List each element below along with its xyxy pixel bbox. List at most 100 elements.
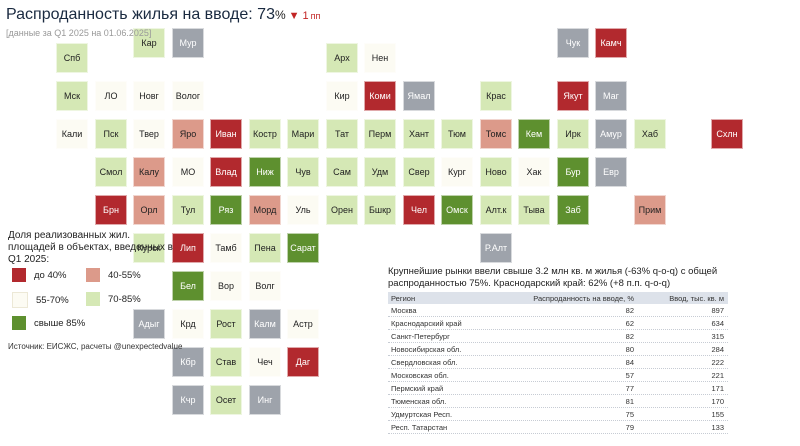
top-markets-table: Регион Распроданность на вводе, % Ввод, …	[388, 292, 728, 434]
cell-commissioned: 315	[711, 331, 724, 341]
region-tile: Калм	[249, 309, 281, 339]
cell-commissioned: 222	[711, 357, 724, 367]
region-tile: Иван	[210, 119, 242, 149]
region-tile: Амур	[595, 119, 627, 149]
region-tile: Бел	[172, 271, 204, 301]
cell-region: Удмуртская Респ.	[391, 409, 453, 419]
table-row: Краснодарский край 62 634	[388, 317, 728, 330]
region-tile: Кчр	[172, 385, 204, 415]
title-delta: 1	[302, 10, 309, 22]
cell-sold-share: 75	[625, 409, 634, 419]
table-row: Новосибирская обл. 80 284	[388, 343, 728, 356]
legend-swatch	[12, 268, 26, 282]
region-tile: Адыг	[133, 309, 165, 339]
cell-sold-share: 82	[625, 305, 634, 315]
region-tile: Кем	[518, 119, 550, 149]
cell-sold-share: 81	[625, 396, 634, 406]
table-row: Удмуртская Респ. 75 155	[388, 408, 728, 421]
region-tile: Кбр	[172, 347, 204, 377]
region-tile: Чук	[557, 28, 589, 58]
region-tile: ЛО	[95, 81, 127, 111]
cell-commissioned: 634	[711, 318, 724, 328]
region-tile: Омск	[441, 195, 473, 225]
region-tile: Схлн	[711, 119, 743, 149]
region-tile: Кург	[441, 157, 473, 187]
region-tile: МО	[172, 157, 204, 187]
region-tile: Волг	[249, 271, 281, 301]
region-tile: Бур	[557, 157, 589, 187]
region-tile: Бшкр	[364, 195, 396, 225]
table-row: Тюменская обл. 81 170	[388, 395, 728, 408]
legend-label: 40-55%	[108, 269, 141, 281]
chart-subtitle: [данные за Q1 2025 на 01.06.2025]	[6, 28, 152, 38]
region-tile: Пена	[249, 233, 281, 263]
legend-item: свыше 85%	[12, 316, 85, 330]
legend-swatch	[12, 316, 26, 330]
cell-commissioned: 170	[711, 396, 724, 406]
cell-sold-share: 82	[625, 331, 634, 341]
cell-commissioned: 221	[711, 370, 724, 380]
legend-label: 70-85%	[108, 293, 141, 305]
region-tile: Тул	[172, 195, 204, 225]
region-tile: Кир	[326, 81, 358, 111]
legend-item: 70-85%	[86, 292, 141, 306]
cell-sold-share: 84	[625, 357, 634, 367]
region-tile: Даг	[287, 347, 319, 377]
region-tile: Якут	[557, 81, 589, 111]
region-tile: Ирк	[557, 119, 589, 149]
table-header: Регион Распроданность на вводе, % Ввод, …	[388, 292, 728, 304]
region-tile: Морд	[249, 195, 281, 225]
header-region: Регион	[391, 293, 416, 303]
cell-sold-share: 62	[625, 318, 634, 328]
region-tile: Влад	[210, 157, 242, 187]
region-tile: Инг	[249, 385, 281, 415]
header-sold-share: Распроданность на вводе, %	[533, 293, 634, 303]
title-text: Распроданность жилья на вводе:	[6, 6, 253, 23]
region-tile: Ново	[480, 157, 512, 187]
table-row: Респ. Татарстан 79 133	[388, 421, 728, 434]
table-caption: Крупнейшие рынки ввели свыше 3.2 млн кв.…	[388, 266, 718, 289]
region-tile: Вор	[210, 271, 242, 301]
region-tile: Чеч	[249, 347, 281, 377]
legend-item: 55-70%	[12, 292, 69, 308]
cell-region: Свердловская обл.	[391, 357, 458, 367]
region-tile: Костр	[249, 119, 281, 149]
legend-label: 55-70%	[36, 294, 69, 306]
region-tile: Калу	[133, 157, 165, 187]
region-tile: Курск	[133, 233, 165, 263]
region-tile: Тат	[326, 119, 358, 149]
cell-sold-share: 77	[625, 383, 634, 393]
region-tile: Тюм	[441, 119, 473, 149]
region-tile: Крас	[480, 81, 512, 111]
region-tile: Спб	[56, 43, 88, 73]
legend-item: до 40%	[12, 268, 66, 282]
region-tile: Крд	[172, 309, 204, 339]
table-row: Пермский край 77 171	[388, 382, 728, 395]
table-body: Москва 82 897 Краснодарский край 62 634 Санкт-…	[388, 304, 728, 434]
region-tile: Прим	[634, 195, 666, 225]
region-tile: Орл	[133, 195, 165, 225]
title-value: 73	[257, 6, 275, 23]
region-tile: Мур	[172, 28, 204, 58]
cell-sold-share: 80	[625, 344, 634, 354]
cell-region: Новосибирская обл.	[391, 344, 462, 354]
cell-region: Москва	[391, 305, 417, 315]
region-tile: Хант	[403, 119, 435, 149]
region-tile: Евр	[595, 157, 627, 187]
table-row: Свердловская обл. 84 222	[388, 356, 728, 369]
cell-sold-share: 57	[625, 370, 634, 380]
region-tile: Свер	[403, 157, 435, 187]
region-tile: Чел	[403, 195, 435, 225]
cell-sold-share: 79	[625, 422, 634, 432]
legend-title: Доля реализованных жил. площадей в объек…	[8, 230, 173, 265]
cell-commissioned: 171	[711, 383, 724, 393]
cell-region: Московская обл.	[391, 370, 449, 380]
table-row: Москва 82 897	[388, 304, 728, 317]
source-note: Источник: ЕИСЖС, расчеты @unexpectedvalu…	[8, 342, 183, 351]
region-tile: Став	[210, 347, 242, 377]
region-tile: Брн	[95, 195, 127, 225]
region-tile: Кар	[133, 28, 165, 58]
legend-swatch	[86, 292, 100, 306]
region-tile: Яро	[172, 119, 204, 149]
